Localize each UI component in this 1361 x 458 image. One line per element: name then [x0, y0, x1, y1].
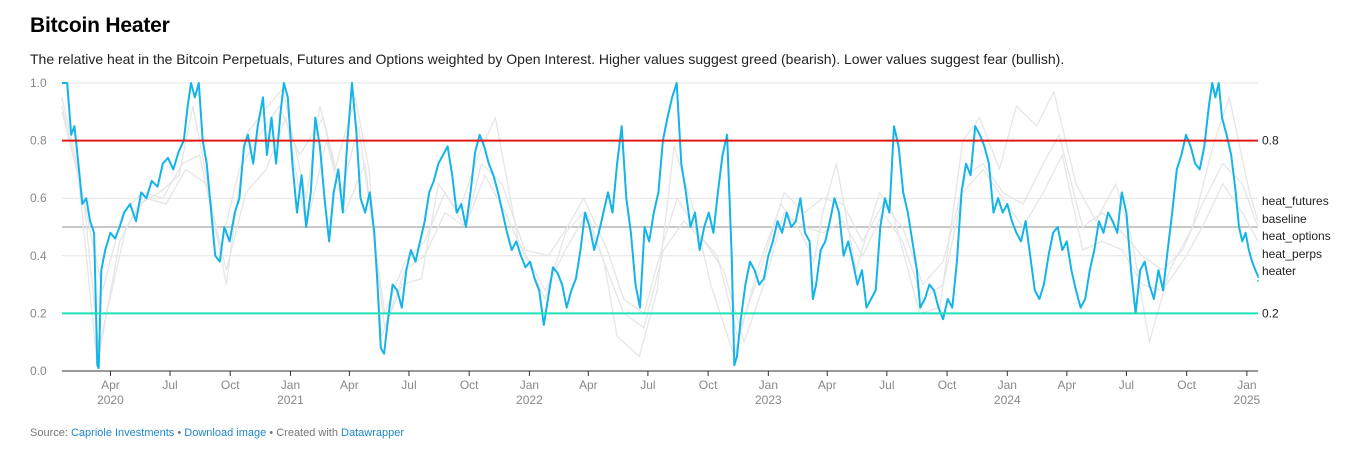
- x-tick-label: Apr: [101, 378, 120, 392]
- series-label-heat-perps: heat_perps: [1262, 247, 1322, 261]
- chart-title: Bitcoin Heater: [30, 14, 170, 37]
- x-tick-label: Jul: [1119, 378, 1134, 392]
- x-tick-label: Apr: [818, 378, 837, 392]
- x-tick-label: Jan: [281, 378, 300, 392]
- reference-line-label: 0.8: [1262, 134, 1279, 148]
- series-label-baseline: baseline: [1262, 212, 1307, 226]
- x-tick-label: Oct: [699, 378, 718, 392]
- x-tick-year-label: 2023: [755, 393, 782, 407]
- download-image-link[interactable]: Download image: [184, 427, 267, 439]
- source-link[interactable]: Capriole Investments: [70, 427, 175, 439]
- x-tick-label: Jul: [401, 378, 416, 392]
- x-tick-label: Jan: [520, 378, 539, 392]
- x-tick-label: Oct: [460, 378, 479, 392]
- created-with-text: Created with: [276, 427, 338, 439]
- y-tick-label: 0.8: [30, 134, 47, 148]
- x-tick-year-label: 2022: [516, 393, 543, 407]
- y-tick-label: 0.4: [30, 249, 47, 263]
- x-tick-label: Oct: [221, 378, 240, 392]
- y-tick-label: 0.6: [30, 191, 47, 205]
- series-label-heat-futures: heat_futures: [1262, 194, 1329, 208]
- x-tick-label: Apr: [340, 378, 359, 392]
- series-line-heat-options: [61, 105, 1259, 338]
- source-prefix: Source:: [30, 427, 68, 439]
- footer-separator: •: [269, 427, 274, 439]
- series-line-heat-futures: [61, 88, 1259, 366]
- footer-separator: •: [177, 427, 182, 439]
- series-line-heat-perps: [61, 111, 1259, 349]
- series-label-heater: heater: [1262, 264, 1296, 278]
- x-tick-label: Apr: [579, 378, 598, 392]
- x-tick-label: Jan: [759, 378, 778, 392]
- x-tick-label: Jan: [1237, 378, 1256, 392]
- y-tick-label: 0.0: [30, 364, 47, 378]
- reference-line-label: 0.2: [1262, 306, 1279, 320]
- x-tick-year-label: 2020: [97, 393, 124, 407]
- y-tick-label: 0.2: [30, 306, 47, 320]
- x-tick-label: Jul: [162, 378, 177, 392]
- chart-subtitle: The relative heat in the Bitcoin Perpetu…: [30, 51, 1065, 67]
- x-tick-label: Oct: [1177, 378, 1196, 392]
- chart-footer: Source: Capriole Investments • Download …: [30, 427, 404, 439]
- series-label-heat-options: heat_options: [1262, 229, 1331, 243]
- x-tick-year-label: 2021: [277, 393, 304, 407]
- series-line-heater: [62, 82, 1259, 370]
- y-tick-label: 1.0: [30, 76, 47, 90]
- x-tick-label: Apr: [1058, 378, 1077, 392]
- x-tick-label: Jul: [640, 378, 655, 392]
- x-tick-year-label: 2025: [1234, 393, 1261, 407]
- x-tick-year-label: 2024: [994, 393, 1021, 407]
- x-tick-label: Oct: [938, 378, 957, 392]
- x-tick-label: Jul: [879, 378, 894, 392]
- x-tick-label: Jan: [998, 378, 1017, 392]
- datawrapper-link[interactable]: Datawrapper: [341, 427, 405, 439]
